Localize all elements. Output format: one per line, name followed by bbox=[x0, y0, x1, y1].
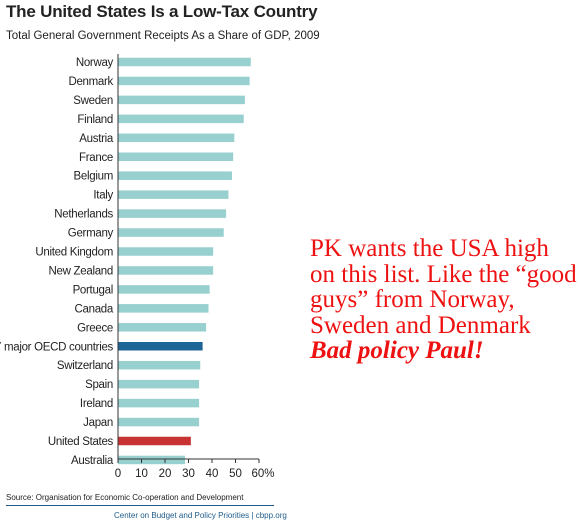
bar-austria bbox=[118, 133, 235, 143]
category-label: Australia bbox=[71, 455, 114, 467]
credit-line: Center on Budget and Policy Priorities |… bbox=[114, 511, 287, 520]
category-labels-group: Norway Denmark Sweden Finland Austria France B… bbox=[0, 57, 114, 467]
category-label: Netherlands bbox=[54, 209, 113, 221]
bar-germany bbox=[118, 228, 224, 237]
category-label: Sweden bbox=[73, 95, 113, 107]
annotation-emphasis: Bad policy Paul! bbox=[310, 337, 484, 364]
annotation-text: PK wants the USA high on this list. Like… bbox=[310, 236, 578, 364]
x-tick-label: 10 bbox=[135, 468, 148, 480]
category-label: New Zealand bbox=[49, 265, 113, 277]
bar-canada bbox=[118, 304, 209, 313]
bar-new-zealand bbox=[118, 266, 214, 275]
x-tick-label: 20 bbox=[159, 468, 172, 480]
category-label: Spain bbox=[85, 379, 113, 391]
category-label: Germany bbox=[68, 228, 114, 240]
x-tick-label: 50 bbox=[229, 468, 242, 480]
category-label: United Kingdom bbox=[35, 247, 113, 259]
bar-united-states bbox=[118, 436, 191, 446]
category-label: Finland bbox=[77, 114, 113, 126]
bar-australia bbox=[118, 455, 185, 465]
bar-belgium bbox=[118, 171, 232, 180]
bar-switzerland bbox=[118, 360, 201, 370]
category-label: Canada bbox=[75, 303, 114, 315]
x-axis: 0 10 20 30 40 50 60% bbox=[115, 54, 275, 480]
x-tick-label: 60% bbox=[251, 468, 274, 480]
bar-ireland bbox=[118, 398, 200, 408]
category-label: Denmark bbox=[68, 76, 113, 88]
chart-subtitle: Total General Government Receipts As a S… bbox=[6, 30, 320, 42]
chart-title: The United States Is a Low-Tax Country bbox=[6, 2, 318, 21]
bar-netherlands bbox=[118, 209, 227, 218]
category-label: Portugal bbox=[73, 284, 113, 296]
bar-greece bbox=[118, 323, 207, 332]
x-tick-label: 0 bbox=[115, 468, 121, 480]
category-label: Austria bbox=[79, 133, 114, 145]
source-note: Source: Organisation for Economic Co-ope… bbox=[6, 493, 244, 502]
x-tick-label: 40 bbox=[206, 468, 219, 480]
bar-france bbox=[118, 152, 234, 161]
bar-denmark bbox=[118, 76, 250, 86]
footer-divider bbox=[6, 505, 274, 506]
category-label: Belgium bbox=[74, 171, 113, 183]
bar-finland bbox=[118, 114, 244, 124]
category-label: 7 major OECD countries bbox=[0, 341, 114, 353]
category-label: Japan bbox=[83, 417, 113, 429]
bar-italy bbox=[118, 190, 229, 199]
x-tick-label: 30 bbox=[182, 468, 195, 480]
category-label: France bbox=[79, 152, 113, 164]
category-label: Italy bbox=[93, 190, 113, 202]
bar-sweden bbox=[118, 95, 245, 105]
bar-chart: Norway Denmark Sweden Finland Austria France B… bbox=[0, 54, 275, 480]
bar-japan bbox=[118, 417, 200, 427]
category-label: Greece bbox=[77, 322, 113, 334]
category-label: United States bbox=[48, 436, 114, 448]
bar-united-kingdom bbox=[118, 247, 214, 256]
bars-group bbox=[118, 57, 251, 465]
category-label: Ireland bbox=[80, 398, 113, 410]
annotation-body: PK wants the USA high on this list. Like… bbox=[310, 235, 577, 339]
bar-norway bbox=[118, 57, 251, 67]
bar-spain bbox=[118, 379, 200, 389]
category-label: Norway bbox=[76, 57, 114, 69]
bar-portugal bbox=[118, 285, 210, 294]
bar-7-major-oecd-countries bbox=[118, 342, 203, 351]
category-label: Switzerland bbox=[57, 360, 113, 372]
